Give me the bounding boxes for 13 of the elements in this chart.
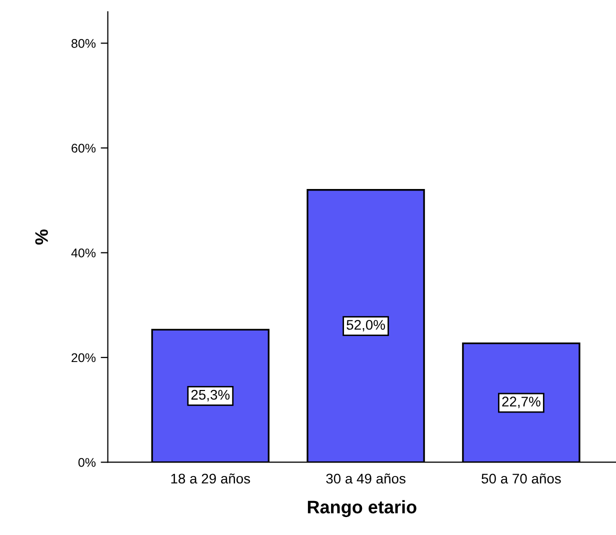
- data-label: 25,3%: [191, 390, 230, 402]
- y-tick-label: 20%: [72, 353, 96, 362]
- data-label: 22,7%: [502, 396, 540, 408]
- x-tick-label: 18 a 29 años: [171, 473, 250, 484]
- y-tick-label: 80%: [72, 39, 96, 48]
- x-tick-label: 30 a 49 años: [326, 473, 406, 484]
- data-label: 52,0%: [346, 320, 385, 332]
- y-tick-label: 40%: [71, 248, 96, 258]
- x-tick-label: 50 a 70 años: [482, 473, 561, 484]
- y-tick-label: 0%: [78, 458, 96, 467]
- x-axis-title: Rango etario: [308, 500, 416, 518]
- y-tick-label: 60%: [72, 144, 96, 153]
- y-axis-title: %: [35, 229, 48, 245]
